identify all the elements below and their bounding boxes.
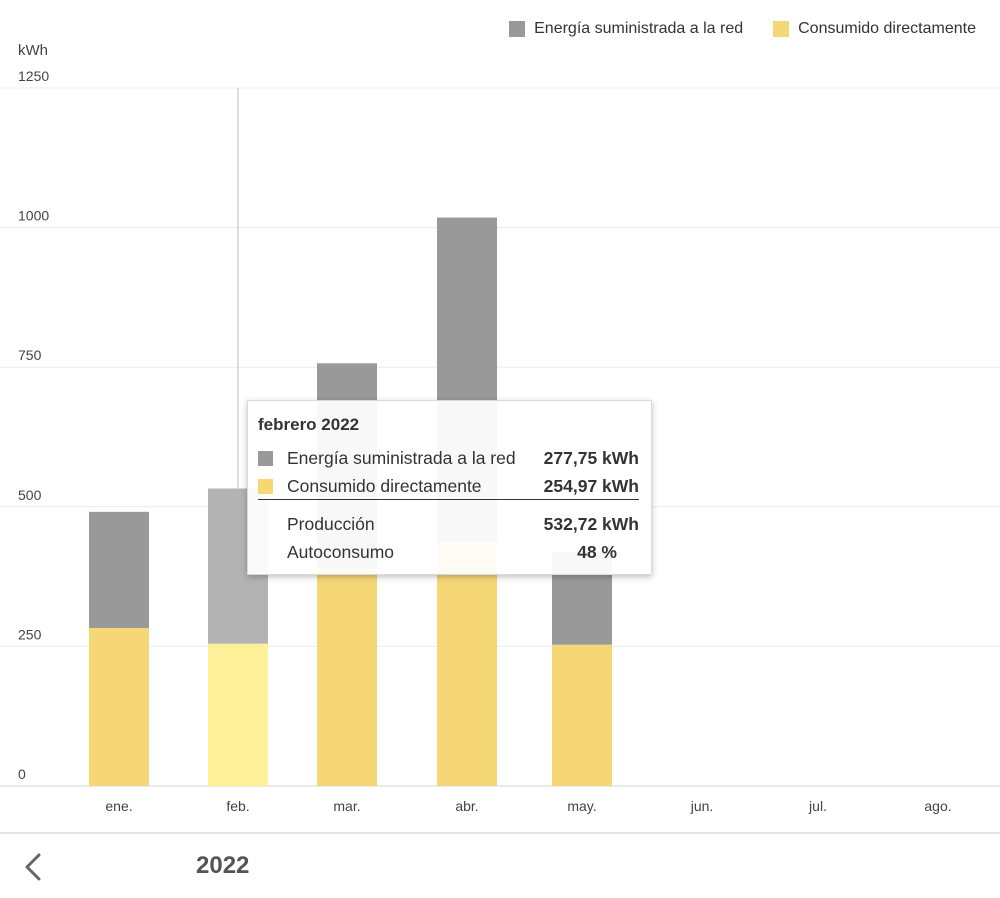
bar-direct-4[interactable]	[552, 644, 612, 786]
legend-swatch-grid	[509, 21, 526, 37]
x-tick-label-6: jul.	[808, 798, 827, 814]
tooltip-value-production: 532,72 kWh	[543, 513, 639, 534]
tooltip-swatch-grid	[258, 450, 273, 466]
legend-label-grid: Energía suministrada a la red	[534, 20, 744, 37]
tooltip-label-selfconsumption: Autoconsumo	[287, 541, 395, 562]
tooltip-row-grid: Energía suministrada a la red 277,75 kWh	[258, 445, 639, 471]
tooltip-value-grid: 277,75 kWh	[543, 447, 639, 468]
bar-grid-0[interactable]	[89, 511, 149, 628]
legend-swatch-direct	[773, 21, 790, 37]
chart-tooltip: febrero 2022 Energía suministrada a la r…	[247, 400, 652, 575]
tooltip-swatch-direct	[258, 478, 273, 494]
chart-legend: Energía suministrada a la red Consumido …	[509, 20, 976, 38]
tooltip-label-direct: Consumido directamente	[287, 475, 482, 496]
y-tick-label-1000: 1000	[18, 208, 49, 224]
tooltip-value-selfconsumption: 48 %	[577, 541, 617, 562]
bar-direct-1[interactable]	[208, 643, 268, 786]
tooltip-value-direct: 254,97 kWh	[543, 475, 639, 496]
tooltip-label-production: Producción	[287, 513, 375, 534]
y-tick-label-0: 0	[18, 766, 26, 782]
x-tick-label-1: feb.	[226, 798, 249, 814]
legend-label-direct: Consumido directamente	[798, 20, 976, 37]
legend-item-grid[interactable]: Energía suministrada a la red	[509, 20, 743, 38]
tooltip-row-selfconsumption: Autoconsumo 48 %	[258, 539, 639, 565]
tooltip-label-grid: Energía suministrada a la red	[287, 447, 516, 468]
year-label: 2022	[196, 852, 250, 879]
bar-direct-2[interactable]	[317, 567, 377, 786]
y-tick-label-500: 500	[18, 487, 42, 503]
y-tick-label-1250: 1250	[18, 68, 49, 84]
tooltip-divider	[258, 499, 639, 500]
x-tick-label-0: ene.	[105, 798, 132, 814]
tooltip-row-production: Producción 532,72 kWh	[258, 511, 639, 537]
y-tick-label-250: 250	[18, 626, 42, 642]
chevron-left-icon[interactable]	[22, 852, 44, 882]
x-tick-label-5: jun.	[690, 798, 714, 814]
x-tick-label-7: ago.	[924, 798, 951, 814]
period-navigation: 2022	[0, 832, 1000, 898]
legend-item-direct[interactable]: Consumido directamente	[773, 20, 976, 38]
tooltip-row-direct: Consumido directamente 254,97 kWh	[258, 473, 639, 499]
y-axis-label: kWh	[18, 42, 48, 59]
tooltip-title: febrero 2022	[258, 415, 360, 434]
bar-direct-0[interactable]	[89, 627, 149, 786]
x-tick-label-3: abr.	[455, 798, 478, 814]
x-tick-label-4: may.	[567, 798, 596, 814]
bar-direct-3[interactable]	[437, 541, 497, 786]
x-tick-label-2: mar.	[333, 798, 360, 814]
y-tick-label-750: 750	[18, 347, 42, 363]
